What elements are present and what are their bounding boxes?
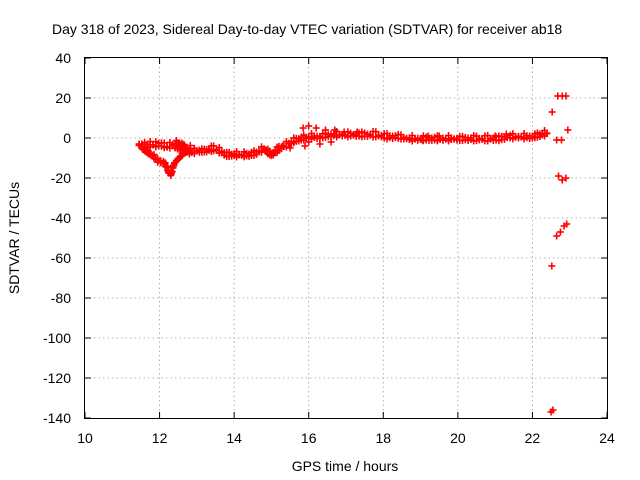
x-tick-label: 14: [226, 430, 242, 446]
data-point: [564, 126, 572, 134]
data-point: [548, 108, 556, 116]
data-point: [353, 128, 361, 136]
data-point: [340, 128, 348, 136]
data-point: [562, 92, 570, 100]
data-point: [553, 232, 561, 240]
data-point: [548, 262, 556, 270]
y-tick-label: -40: [51, 210, 71, 226]
data-point: [558, 136, 566, 144]
y-tick-labels: 40 20 0 -20 -40 -60 -80 -100 -120 -140: [43, 50, 71, 426]
data-point: [301, 142, 309, 150]
data-point: [558, 176, 566, 184]
x-tick-label: 22: [525, 430, 541, 446]
data-point: [424, 132, 432, 140]
x-axis-label: GPS time / hours: [292, 458, 399, 474]
data-point: [312, 124, 320, 132]
data-point: [299, 124, 307, 132]
y-tick-label: 40: [55, 50, 71, 66]
x-tick-label: 24: [599, 430, 615, 446]
data-point: [556, 228, 564, 236]
data-point: [327, 138, 335, 146]
data-point: [428, 136, 436, 144]
x-tick-label: 20: [450, 430, 466, 446]
y-tick-label: 20: [55, 90, 71, 106]
data-point: [562, 174, 570, 182]
axis-ticks: [84, 57, 608, 419]
x-tick-label: 12: [152, 430, 168, 446]
data-point: [331, 126, 339, 134]
y-tick-label: -140: [43, 410, 71, 426]
data-point: [305, 138, 313, 146]
grid-lines: [85, 58, 607, 418]
data-point: [316, 140, 324, 148]
data-point: [186, 145, 194, 153]
data-point: [286, 144, 294, 152]
y-tick-label: -80: [51, 290, 71, 306]
data-points: [135, 92, 572, 416]
plot-frame: [84, 57, 608, 419]
data-point: [547, 408, 555, 416]
y-axis-label: SDTVAR / TECUs: [6, 182, 22, 294]
y-tick-label: 0: [63, 130, 71, 146]
data-point: [563, 220, 571, 228]
data-point: [418, 136, 426, 144]
chart-title: Day 318 of 2023, Sidereal Day-to-day VTE…: [52, 21, 562, 37]
data-point: [491, 132, 499, 140]
data-point: [279, 142, 287, 150]
data-point: [305, 122, 313, 130]
data-point: [543, 130, 551, 138]
x-tick-label: 10: [77, 430, 93, 446]
data-point: [502, 130, 510, 138]
y-tick-label: -60: [51, 250, 71, 266]
y-tick-label: -20: [51, 170, 71, 186]
x-tick-label: 18: [375, 430, 391, 446]
x-tick-labels: 10 12 14 16 18 20 22 24: [77, 430, 615, 446]
y-tick-label: -100: [43, 330, 71, 346]
y-tick-label: -120: [43, 370, 71, 386]
data-point: [321, 126, 329, 134]
x-tick-label: 16: [301, 430, 317, 446]
data-point: [555, 172, 563, 180]
data-point: [435, 132, 443, 140]
